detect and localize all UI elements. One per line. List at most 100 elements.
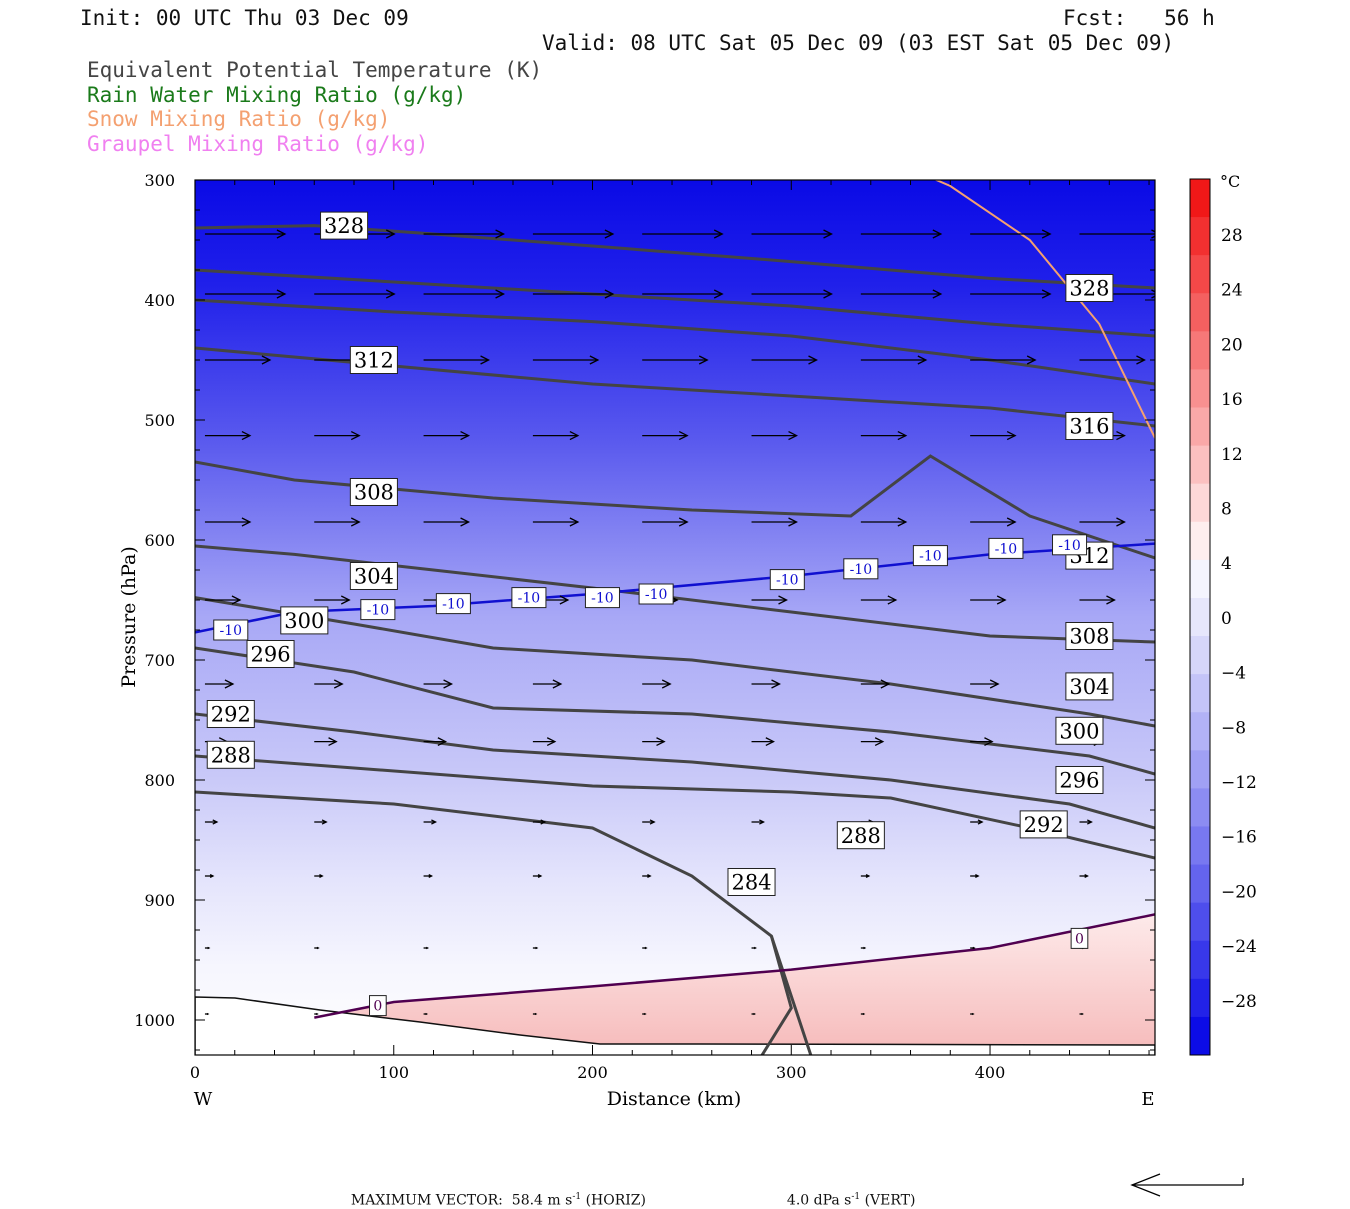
theta-e-contour xyxy=(195,454,1155,560)
colorbar-tick-label: 16 xyxy=(1221,390,1243,410)
isotherm-label: -10 xyxy=(360,599,396,621)
colorbar-tick-label: −20 xyxy=(1221,882,1257,902)
wind-vector-head xyxy=(437,737,448,747)
warm-shading xyxy=(314,914,1155,1055)
wind-vector-head xyxy=(863,946,867,950)
wind-vector xyxy=(532,1012,538,1016)
wind-vector-head xyxy=(644,946,648,950)
theta-e-contour xyxy=(195,298,1155,386)
wind-vector-head xyxy=(569,431,580,441)
wind-vector xyxy=(532,355,600,365)
x-tick-label: 0 xyxy=(190,1063,200,1082)
wind-vector xyxy=(751,737,775,747)
wind-vector xyxy=(1079,355,1146,365)
colorbar-segment xyxy=(1190,978,1210,1018)
theta-e-label: 308 xyxy=(1065,622,1114,650)
wind-vector-head xyxy=(880,679,891,689)
wind-vector xyxy=(204,946,211,950)
wind-vector xyxy=(204,874,215,878)
colorbar-segment xyxy=(1190,331,1210,370)
wind-vector-head xyxy=(540,819,547,825)
wind-vector xyxy=(642,819,656,825)
colorbar-segment xyxy=(1190,902,1210,942)
wind-vector-head xyxy=(495,229,506,239)
theta-e-label-text: 288 xyxy=(211,743,251,767)
theta-e-label-box xyxy=(1055,766,1104,794)
wind-vector-head xyxy=(428,874,434,878)
isotherm-label-box xyxy=(769,569,805,591)
isotherm-label-text: -10 xyxy=(776,573,799,589)
wind-vector-head xyxy=(495,289,506,299)
wind-vector xyxy=(532,289,615,299)
colorbar-segment xyxy=(1190,750,1210,789)
wind-vector-head xyxy=(333,679,344,689)
wind-vector xyxy=(860,946,867,950)
max-vector-vert-text: 4.0 dPa s-1 (VERT) xyxy=(778,1176,916,1209)
wind-vector-head xyxy=(678,431,689,441)
isotherm-label-text: -10 xyxy=(367,603,390,619)
wind-vector-head xyxy=(971,1012,975,1016)
wind-vector-head xyxy=(897,517,908,527)
wind-vector-head xyxy=(261,355,272,365)
colorbar-tick-label: −4 xyxy=(1221,664,1246,684)
wind-vector xyxy=(970,874,980,878)
isotherm-label-text: 0 xyxy=(1075,931,1084,947)
isotherm-label-box xyxy=(1052,534,1088,556)
max-vector-vert: 4.0 dPa s xyxy=(786,1192,852,1209)
wind-vector-head xyxy=(537,874,543,878)
max-vector-vert-unit: (VERT) xyxy=(864,1192,916,1209)
wind-vector xyxy=(204,355,272,365)
wind-vector xyxy=(532,229,615,239)
wind-vector-head xyxy=(480,355,491,365)
isotherm-label-box xyxy=(360,599,396,621)
max-vector-horiz: 58.4 m s xyxy=(511,1192,573,1209)
wind-vector-head xyxy=(989,679,1000,689)
theta-e-contour xyxy=(195,712,1155,830)
wind-vector-head xyxy=(759,819,765,825)
wind-vector-head xyxy=(1106,595,1116,605)
wind-vector xyxy=(423,229,506,239)
max-vector-horiz-sup: -1 xyxy=(572,1192,582,1202)
wind-vector-head xyxy=(647,874,652,878)
wind-vector xyxy=(423,517,471,527)
wind-vector xyxy=(860,737,885,747)
colorbar-frame xyxy=(1189,178,1211,1056)
wind-vector xyxy=(423,289,506,299)
wind-vector-head xyxy=(534,1012,538,1016)
reference-vector-head xyxy=(1130,1173,1161,1197)
theta-e-label: 312 xyxy=(1065,541,1114,570)
theta-e-label-text: 304 xyxy=(1069,675,1109,699)
isotherm-label-text: 0 xyxy=(373,999,382,1015)
colorbar-segment xyxy=(1190,179,1210,218)
wind-vector-head xyxy=(589,355,600,365)
theta-e-label: 316 xyxy=(1065,412,1114,440)
wind-vector-head xyxy=(649,819,656,825)
wind-vector-head xyxy=(1041,289,1052,299)
wind-vector-head xyxy=(207,946,211,950)
y-tick-label: 300 xyxy=(144,171,175,190)
wind-vector xyxy=(204,1012,210,1016)
isotherm-label-box xyxy=(638,583,674,605)
forecast-hour: Fcst: 56 h xyxy=(1063,6,1215,30)
plot-frame xyxy=(194,179,1156,1056)
wind-vector-head xyxy=(604,229,615,239)
wind-vector xyxy=(1079,517,1126,527)
colorbar-tick-label: 0 xyxy=(1221,609,1232,629)
max-vector-vert-sup: -1 xyxy=(851,1192,861,1202)
theta-e-label: 300 xyxy=(1055,716,1104,745)
wind-vector xyxy=(970,737,994,747)
wind-vector xyxy=(970,431,1017,441)
colorbar-tick-label: −8 xyxy=(1221,718,1246,738)
theta-e-label-text: 284 xyxy=(731,871,771,895)
wind-vector xyxy=(423,819,438,825)
x-tick-label: 200 xyxy=(577,1063,608,1082)
wind-vector-head xyxy=(241,431,252,441)
wind-vector xyxy=(860,229,943,239)
wind-vector xyxy=(204,431,252,441)
isotherm-label-text: -10 xyxy=(442,597,465,613)
theta-e-label-text: 328 xyxy=(324,214,364,238)
wind-vector-head xyxy=(224,679,235,689)
isotherm-label: -10 xyxy=(769,569,805,591)
wind-vector-head xyxy=(604,289,615,299)
wind-vector xyxy=(1079,874,1089,878)
